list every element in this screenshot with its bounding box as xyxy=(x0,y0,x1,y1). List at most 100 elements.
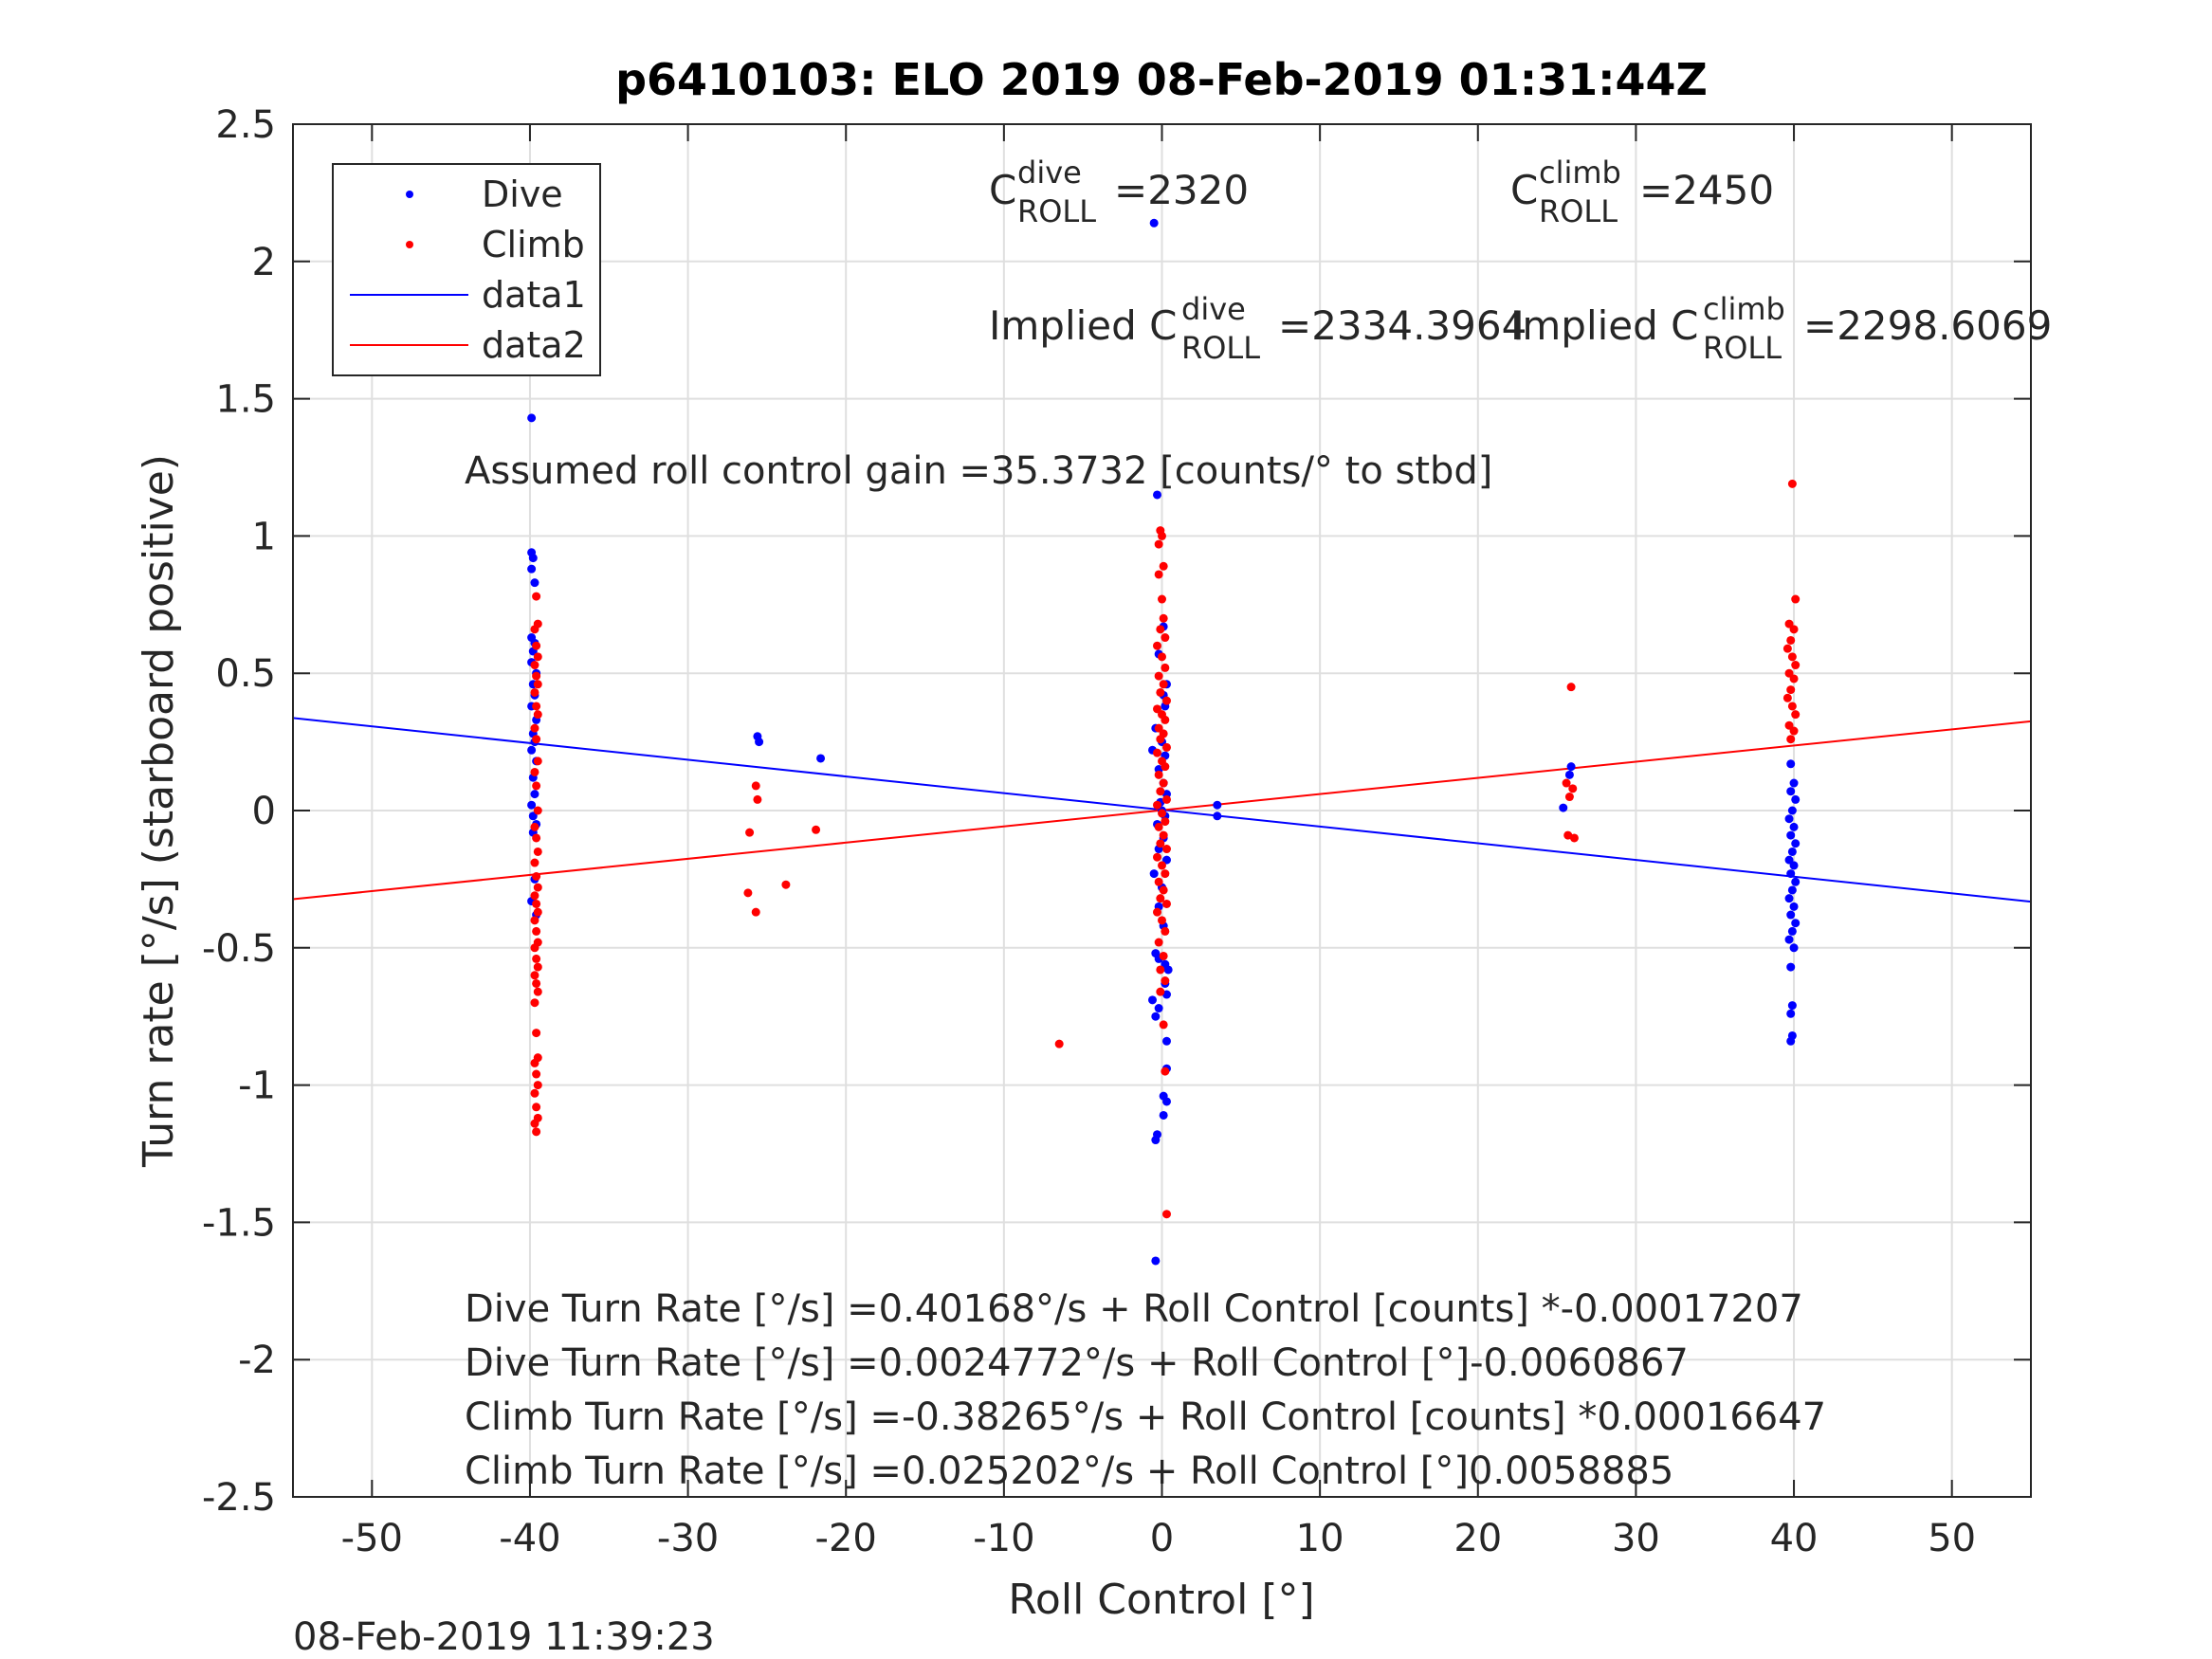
climb-point xyxy=(1156,735,1165,744)
data-points xyxy=(527,218,1801,1266)
x-tick-label: 40 xyxy=(1770,1517,1819,1560)
y-tick-label: 0 xyxy=(252,790,276,833)
climb-point xyxy=(530,822,539,831)
dive-point xyxy=(1789,861,1799,870)
climb-point xyxy=(530,661,539,670)
climb-point xyxy=(1161,1066,1170,1076)
climb-point xyxy=(1569,833,1579,843)
climb-point xyxy=(1153,907,1162,917)
climb-point xyxy=(1786,685,1796,695)
fit-line-4: Climb Turn Rate [°/s] =0.025202°/s + Rol… xyxy=(465,1449,1673,1493)
climb-point xyxy=(532,702,541,711)
climb-point xyxy=(1161,817,1170,827)
climb-point xyxy=(1154,539,1163,549)
dive-point xyxy=(1791,794,1801,804)
dive-point xyxy=(755,738,764,747)
climb-point xyxy=(1154,877,1163,886)
climb-point xyxy=(1158,809,1166,818)
climb-point xyxy=(1789,726,1799,736)
dive-point xyxy=(1784,894,1794,903)
climb-point xyxy=(1154,938,1163,947)
climb-point xyxy=(1158,916,1166,925)
x-tick-label: 20 xyxy=(1453,1517,1502,1560)
climb-point xyxy=(533,710,542,720)
climb-point xyxy=(1782,693,1792,702)
climb-point xyxy=(530,916,539,925)
c-climb-annotation: C climb ROLL =2450 xyxy=(1510,155,1774,229)
implied-climb-sup: climb xyxy=(1703,291,1785,327)
climb-point xyxy=(1154,570,1163,579)
climb-point xyxy=(533,907,542,917)
climb-point xyxy=(530,1058,539,1067)
climb-point xyxy=(1159,680,1168,689)
fit-line-2: Dive Turn Rate [°/s] =0.0024772°/s + Rol… xyxy=(465,1341,1689,1385)
legend-climb-marker xyxy=(406,241,413,248)
climb-point xyxy=(533,806,542,815)
dive-point xyxy=(1154,1004,1163,1013)
dive-point xyxy=(1786,910,1796,920)
gain-annotation: Assumed roll control gain =35.3732 [coun… xyxy=(465,449,1492,493)
climb-point xyxy=(532,1069,541,1079)
c-climb-value: =2450 xyxy=(1639,167,1774,213)
climb-point xyxy=(1161,742,1171,752)
climb-point xyxy=(530,971,539,980)
climb-point xyxy=(1161,762,1170,772)
climb-point xyxy=(1159,778,1168,788)
legend-data1-label: data1 xyxy=(482,274,586,316)
climb-point xyxy=(1161,976,1170,986)
dive-point xyxy=(1213,811,1222,821)
c-climb-base: C xyxy=(1510,167,1538,213)
implied-dive-value: =2334.3964 xyxy=(1278,302,1526,349)
climb-point xyxy=(532,671,541,681)
dive-point xyxy=(530,578,539,588)
climb-point xyxy=(1161,926,1170,936)
climb-point xyxy=(1787,652,1797,662)
y-tick-label: 1.5 xyxy=(215,378,276,422)
c-climb-sub: ROLL xyxy=(1539,193,1618,229)
legend: Dive Climb data1 data2 xyxy=(332,163,601,376)
dive-point xyxy=(1791,877,1801,886)
dive-point xyxy=(530,790,539,799)
dive-point xyxy=(1786,869,1796,879)
climb-point xyxy=(743,888,753,898)
climb-point xyxy=(1786,635,1796,645)
climb-point xyxy=(1789,625,1799,634)
dive-point xyxy=(1787,1001,1797,1011)
c-dive-value: =2320 xyxy=(1114,167,1249,213)
climb-point xyxy=(533,1081,542,1090)
climb-point xyxy=(530,858,539,867)
climb-point xyxy=(1159,1020,1168,1030)
climb-point xyxy=(1156,987,1165,996)
dive-point xyxy=(1564,770,1574,779)
dive-point xyxy=(1148,995,1158,1005)
climb-point xyxy=(1562,778,1571,788)
dive-point xyxy=(527,745,537,755)
x-tick-label: 0 xyxy=(1150,1517,1174,1560)
climb-point xyxy=(530,943,539,953)
dive-point xyxy=(527,800,537,810)
climb-point xyxy=(532,978,541,988)
dive-point xyxy=(1153,490,1162,500)
climb-point xyxy=(532,926,541,936)
climb-point xyxy=(533,987,542,996)
dive-point xyxy=(1163,965,1173,975)
dive-point xyxy=(1786,830,1796,840)
dive-point xyxy=(1789,778,1799,788)
climb-point xyxy=(1161,633,1170,643)
climb-point xyxy=(1159,830,1168,840)
y-tick-label: -1.5 xyxy=(202,1201,276,1245)
climb-point xyxy=(812,825,821,834)
climb-point xyxy=(1153,800,1162,810)
climb-point xyxy=(530,1088,539,1098)
y-tick-label: 0.5 xyxy=(215,652,276,696)
climb-point xyxy=(1786,735,1796,744)
climb-point xyxy=(533,847,542,856)
x-tick-label: 10 xyxy=(1296,1517,1344,1560)
climb-point xyxy=(1158,652,1166,662)
dive-point xyxy=(1151,1256,1161,1266)
climb-point xyxy=(532,1029,541,1038)
dive-point xyxy=(1161,1097,1171,1106)
climb-point xyxy=(1787,702,1797,711)
dive-point xyxy=(816,754,826,763)
dive-point xyxy=(1786,787,1796,796)
